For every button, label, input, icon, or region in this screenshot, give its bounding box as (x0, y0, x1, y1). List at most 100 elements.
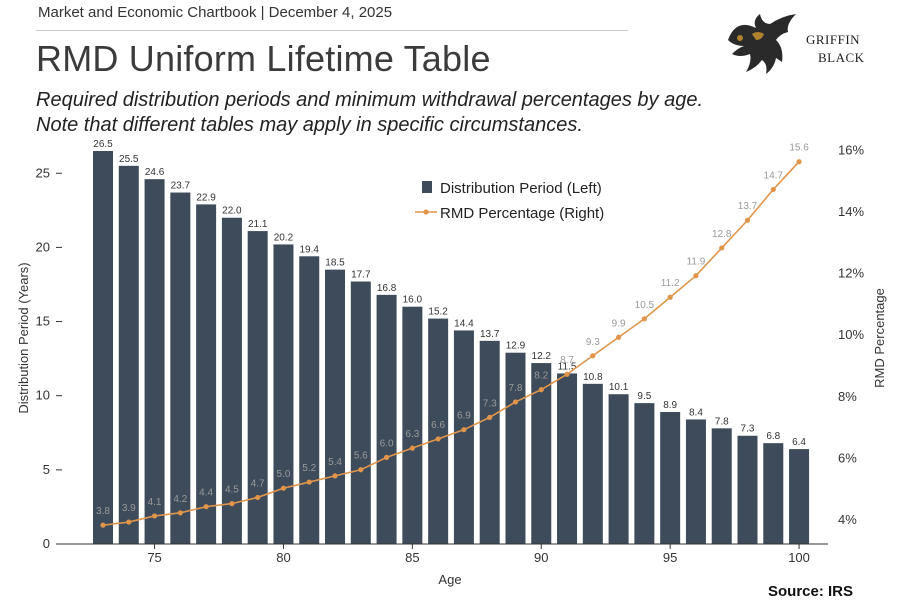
rmd-label-age-99: 14.7 (764, 170, 784, 181)
legend-line-label: RMD Percentage (Right) (440, 205, 604, 222)
bar-label-age-79: 21.1 (248, 219, 268, 230)
bar-label-age-99: 6.8 (766, 431, 780, 442)
axes: 0 5 10 15 20 25 75 80 85 90 95 100 4% 6% 8% 10% 12% 14% 16… (36, 142, 865, 565)
rmd-point-age-99 (770, 186, 776, 193)
bar-label-age-90: 12.2 (532, 351, 552, 362)
bar-age-93 (608, 394, 629, 544)
chartbook-header: Market and Economic Chartbook | December… (38, 4, 393, 21)
rmd-label-age-78: 4.5 (225, 485, 239, 496)
bar-label-age-91: 11.5 (558, 361, 577, 372)
y-tick-label-10: 10 (36, 388, 50, 403)
rmd-point-age-96 (693, 273, 699, 279)
bar-label-age-78: 22.0 (222, 206, 242, 217)
bar-label-age-75: 24.6 (145, 167, 165, 178)
rmd-label-age-94: 10.5 (635, 300, 655, 311)
bar-label-age-76: 23.7 (171, 181, 191, 192)
bar-age-78 (221, 217, 242, 545)
bar-age-100 (789, 449, 810, 544)
bar-age-95 (660, 412, 681, 544)
legend: Distribution Period (Left) RMD Percentag… (415, 180, 604, 222)
rmd-label-age-98: 13.7 (738, 201, 758, 212)
rmd-point-age-94 (641, 316, 647, 322)
rmd-point-age-92 (590, 353, 596, 359)
griffin-crest-icon (728, 14, 796, 74)
rmd-label-age-75: 4.1 (148, 497, 162, 508)
rmd-point-age-84 (383, 454, 390, 460)
bar-age-86 (428, 318, 449, 544)
bar-label-age-82: 18.5 (325, 258, 345, 269)
rmd-label-age-95: 11.2 (661, 278, 680, 289)
x-tick-label-100: 100 (788, 550, 810, 565)
rmd-point-age-98 (744, 217, 751, 223)
rmd-label-age-86: 6.6 (431, 420, 445, 431)
rmd-point-age-87 (461, 427, 467, 433)
bar-label-age-93: 10.1 (609, 382, 629, 393)
rmd-label-age-88: 7.3 (483, 398, 497, 409)
bar-age-74 (118, 165, 139, 544)
bar-age-81 (299, 256, 320, 544)
rmd-label-age-97: 12.8 (712, 229, 732, 240)
rmd-label-age-76: 4.2 (173, 494, 187, 505)
rmd-point-age-76 (177, 510, 183, 516)
rmd-label-age-73: 3.8 (96, 506, 110, 517)
rmd-label-age-91: 8.7 (560, 355, 574, 366)
y2-tick-label-10: 10% (838, 327, 864, 342)
bar-label-age-83: 17.7 (351, 270, 371, 281)
y-tick-label-5: 5 (43, 462, 50, 477)
x-tick-label-90: 90 (534, 550, 548, 565)
rmd-point-age-86 (435, 436, 441, 442)
bar-label-age-87: 14.4 (454, 318, 474, 329)
rmd-point-age-95 (667, 294, 673, 300)
rmd-label-age-84: 6.0 (380, 438, 394, 449)
x-tick-label-95: 95 (663, 550, 677, 565)
rmd-line (102, 161, 800, 526)
rmd-label-age-83: 5.6 (354, 451, 368, 462)
y2-tick-label-6: 6% (838, 450, 857, 465)
chart-title: RMD Uniform Lifetime Table (36, 38, 491, 79)
bar-age-91 (557, 373, 578, 544)
bar-age-79 (247, 231, 268, 544)
bar-label-age-97: 7.8 (715, 416, 729, 427)
bar-age-98 (737, 435, 758, 544)
bar-label-age-95: 8.9 (663, 400, 677, 411)
bar-age-84 (376, 294, 397, 544)
bar-label-age-80: 20.2 (274, 232, 294, 243)
y2-tick-label-16: 16% (838, 142, 864, 157)
rmd-label-age-81: 5.2 (302, 463, 316, 474)
bar-age-75 (144, 179, 165, 544)
bar-age-73 (93, 151, 113, 544)
y2-tick-label-8: 8% (838, 389, 857, 404)
y2-tick-label-12: 12% (838, 266, 864, 281)
x-tick-label-80: 80 (276, 550, 290, 565)
brand-name-line1: Griffin (806, 32, 861, 47)
bar-age-77 (196, 204, 217, 544)
bar-age-96 (685, 419, 706, 544)
bar-age-90 (531, 363, 552, 544)
rmd-point-age-89 (512, 399, 519, 405)
rmd-point-age-91 (564, 371, 570, 377)
rmd-point-age-93 (616, 334, 622, 340)
rmd-label-age-79: 4.7 (251, 478, 265, 489)
x-tick-label-85: 85 (405, 550, 419, 565)
bar-label-age-98: 7.3 (741, 424, 755, 435)
source-note: Source: IRS (768, 583, 854, 600)
rmd-point-age-78 (229, 501, 235, 507)
rmd-point-age-81 (306, 479, 312, 485)
bar-age-92 (582, 383, 603, 544)
y2-axis-label: RMD Percentage (872, 288, 887, 388)
rmd-point-age-83 (358, 467, 364, 473)
y2-tick-label-14: 14% (838, 204, 864, 219)
rmd-label-age-90: 8.2 (534, 371, 548, 382)
y-tick-label-25: 25 (36, 165, 50, 180)
bar-series (93, 151, 810, 545)
x-axis-label: Age (438, 572, 461, 587)
rmd-label-age-85: 6.3 (405, 429, 419, 440)
bar-label-age-73: 26.5 (93, 139, 113, 150)
legend-line-marker (423, 209, 429, 215)
y2-tick-label-4: 4% (838, 512, 857, 527)
bar-label-age-74: 25.5 (119, 154, 139, 165)
rmd-label-age-89: 7.8 (509, 383, 523, 394)
legend-bar-label: Distribution Period (Left) (440, 180, 602, 197)
bar-age-76 (170, 192, 191, 545)
